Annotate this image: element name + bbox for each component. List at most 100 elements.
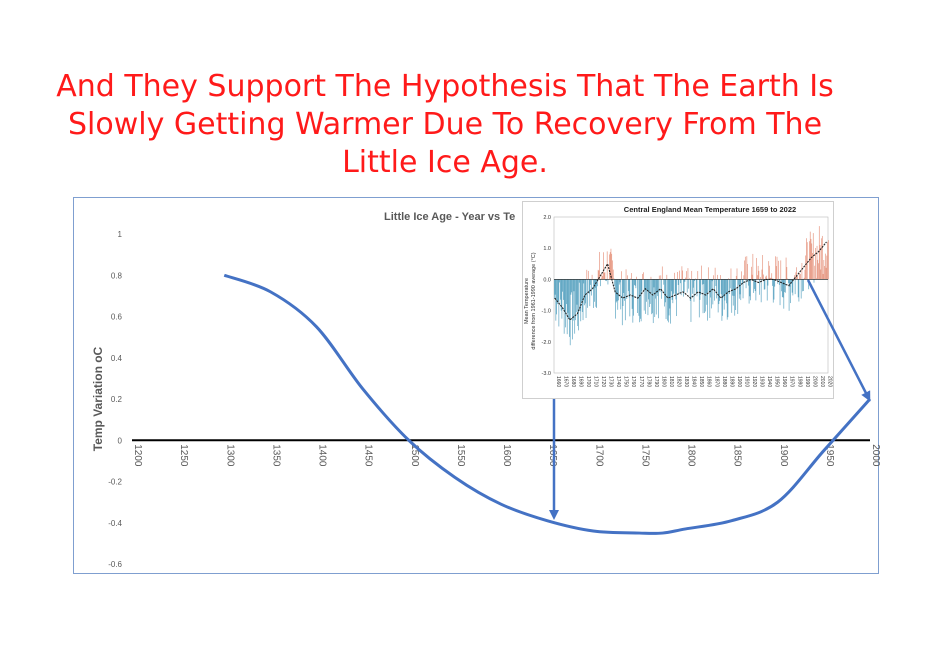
inset-bar xyxy=(751,266,752,280)
inset-bar xyxy=(627,279,629,292)
inset-bar xyxy=(598,270,600,280)
inset-x-tick-label: 1800 xyxy=(660,376,666,387)
inset-x-tick-label: 2020 xyxy=(826,376,832,387)
inset-bar xyxy=(566,279,567,305)
inset-bar xyxy=(685,277,687,280)
inset-bar xyxy=(670,279,671,324)
y-tick-label: 0 xyxy=(118,436,123,445)
inset-bar xyxy=(772,279,774,303)
x-tick-labels: 1200 1250 1300 1350 1400 1450 1500 1550 1600 1650… xyxy=(132,444,881,467)
y-tick-label: -0.6 xyxy=(108,560,122,569)
inset-bar xyxy=(616,279,618,302)
inset-bar xyxy=(766,279,768,301)
inset-x-tick-label: 1810 xyxy=(668,376,674,387)
inset-bar xyxy=(745,279,747,289)
inset-bar xyxy=(721,279,723,321)
inset-chart: Central England Mean Temperature 1659 to… xyxy=(522,201,834,399)
inset-bar xyxy=(629,279,631,317)
inset-x-tick-label: 1780 xyxy=(645,376,651,387)
inset-bar xyxy=(776,256,778,280)
inset-bar xyxy=(613,278,615,280)
inset-bar xyxy=(687,268,689,280)
inset-bar xyxy=(701,265,702,280)
x-tick-label: 1300 xyxy=(224,444,235,467)
inset-bar xyxy=(597,269,599,280)
inset-bar xyxy=(674,279,676,294)
inset-bar xyxy=(713,275,714,280)
inset-bar xyxy=(729,279,730,295)
inset-bar xyxy=(735,279,736,311)
inset-bar xyxy=(768,261,770,280)
y-tick-label: -0.4 xyxy=(108,519,122,528)
inset-bar xyxy=(579,279,581,312)
inset-bar xyxy=(699,279,701,300)
inset-bar xyxy=(573,279,575,292)
inset-x-tick-label: 1720 xyxy=(600,376,606,387)
inset-bar xyxy=(748,279,750,304)
inset-bar xyxy=(654,279,656,317)
inset-bar xyxy=(683,279,684,297)
inset-bar xyxy=(818,226,820,280)
inset-x-tick-label: 1920 xyxy=(751,376,757,387)
temperature-curve xyxy=(223,273,872,535)
inset-bar xyxy=(589,279,591,307)
inset-bar xyxy=(803,279,804,291)
x-tick-label: 1950 xyxy=(824,444,835,467)
inset-bar xyxy=(784,279,785,293)
inset-bar xyxy=(588,279,590,294)
inset-bar xyxy=(564,279,566,312)
inset-bar xyxy=(739,279,741,295)
slide-title-line: Little Ice Age. xyxy=(342,145,548,180)
inset-bars xyxy=(554,226,829,346)
inset-bar xyxy=(760,279,762,303)
inset-bar xyxy=(743,275,745,280)
inset-x-tick-label: 1730 xyxy=(608,376,614,387)
inset-bar xyxy=(795,272,797,280)
inset-bar xyxy=(730,268,732,280)
inset-bar xyxy=(702,279,704,314)
inset-bar xyxy=(703,279,705,285)
inset-bar xyxy=(774,279,776,287)
inset-bar xyxy=(741,279,743,285)
inset-bar xyxy=(754,279,756,292)
inset-bar xyxy=(736,268,738,280)
inset-bar xyxy=(766,275,767,280)
inset-bar xyxy=(568,279,570,319)
inset-bar xyxy=(605,279,607,281)
inset-bar xyxy=(805,255,807,280)
inset-bar xyxy=(565,279,567,328)
inset-bar xyxy=(751,274,753,280)
x-tick-label: 1450 xyxy=(363,444,374,467)
x-tick-label: 2000 xyxy=(870,444,880,467)
inset-bar xyxy=(744,256,746,280)
inset-bar xyxy=(726,279,728,320)
x-tick-label: 1850 xyxy=(732,444,743,467)
inset-bar xyxy=(556,279,557,315)
inset-bar xyxy=(787,279,789,284)
inset-bar xyxy=(704,279,705,313)
inset-bar xyxy=(637,279,638,313)
inset-bar xyxy=(693,279,695,302)
inset-bar xyxy=(715,279,717,286)
inset-bar xyxy=(676,279,677,317)
inset-bar xyxy=(577,279,579,327)
inset-bar xyxy=(677,271,678,280)
inset-bar xyxy=(639,279,640,323)
inset-bar xyxy=(677,279,679,285)
inset-bar xyxy=(740,279,742,301)
inset-bar xyxy=(803,277,805,280)
inset-bar xyxy=(563,279,564,300)
inset-x-tick-label: 1830 xyxy=(683,376,689,387)
inset-bar xyxy=(818,263,819,280)
inset-bar xyxy=(823,260,825,280)
inset-bar xyxy=(773,279,775,300)
inset-bar xyxy=(760,277,761,280)
inset-x-tick-label: 1660 xyxy=(555,376,561,387)
inset-bar xyxy=(725,279,727,294)
inset-bar xyxy=(765,276,767,280)
inset-bar xyxy=(636,276,637,280)
inset-bar xyxy=(789,279,791,287)
inset-bar xyxy=(732,279,734,306)
inset-bar xyxy=(732,279,733,296)
inset-bar xyxy=(653,279,655,288)
